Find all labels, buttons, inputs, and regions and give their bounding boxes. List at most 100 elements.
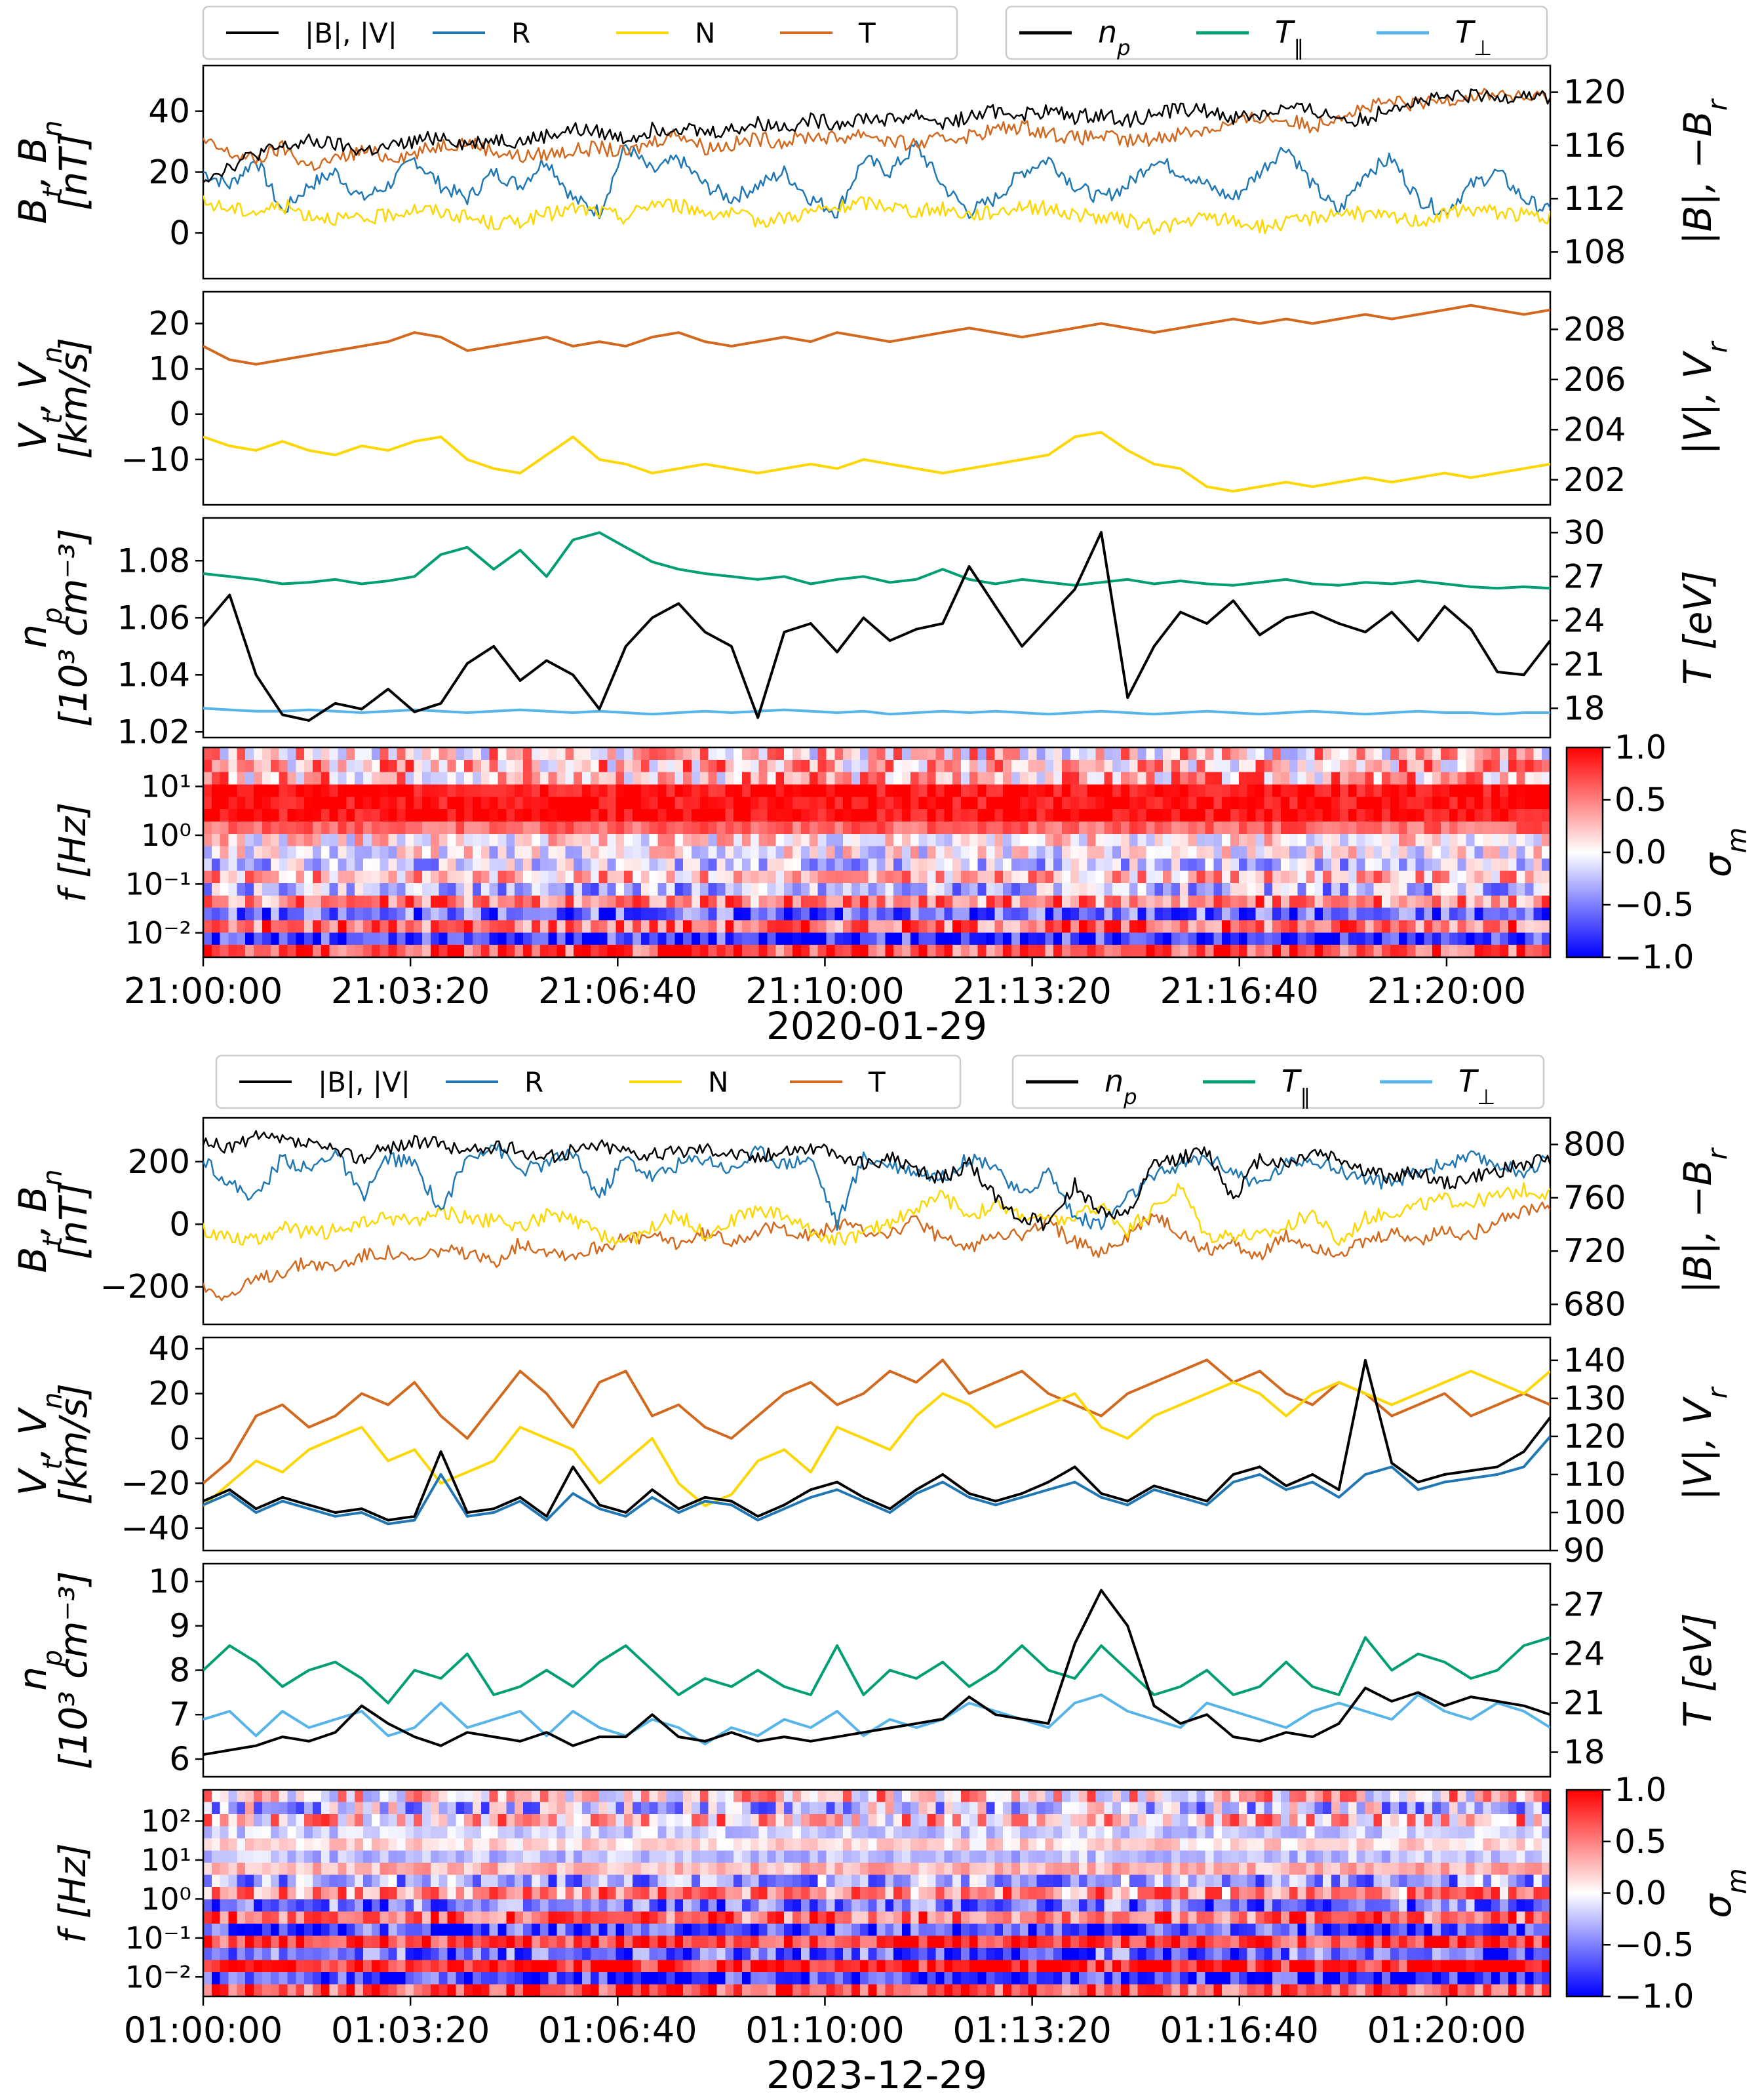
spectrogram-cell bbox=[464, 895, 473, 909]
spectrogram-cell bbox=[489, 772, 499, 785]
right-tick-label: 21 bbox=[1563, 1684, 1605, 1722]
spectrogram-cell bbox=[1137, 920, 1147, 934]
spectrogram-cell bbox=[1230, 895, 1240, 909]
spectrogram-cell bbox=[1542, 907, 1551, 921]
spectrogram-cell bbox=[1163, 1850, 1172, 1863]
spectrogram-cell bbox=[355, 895, 364, 909]
spectrogram-cell bbox=[876, 797, 886, 810]
spectrogram-cell bbox=[464, 932, 473, 945]
spectrogram-cell bbox=[1171, 871, 1181, 884]
spectrogram-cell bbox=[388, 772, 398, 785]
spectrogram-cell bbox=[581, 846, 591, 860]
spectrogram-cell bbox=[581, 945, 591, 958]
spectrogram-cell bbox=[388, 1899, 398, 1912]
spectrogram-cell bbox=[1348, 871, 1358, 884]
spectrogram-cell bbox=[1365, 1923, 1375, 1937]
spectrogram-cell bbox=[1146, 1874, 1156, 1888]
spectrogram-cell bbox=[1095, 1923, 1105, 1937]
spectrogram-cell bbox=[1331, 1863, 1340, 1876]
spectrogram-cell bbox=[666, 871, 676, 884]
spectrogram-cell bbox=[1491, 821, 1500, 835]
spectrogram-cell bbox=[380, 772, 389, 785]
spectrogram-cell bbox=[203, 1911, 212, 1924]
spectrogram-cell bbox=[691, 784, 701, 798]
spectrogram-cell bbox=[371, 895, 381, 909]
spectrogram-cell bbox=[1474, 907, 1484, 921]
spectrogram-cell bbox=[1314, 1923, 1324, 1937]
spectrogram-cell bbox=[262, 858, 271, 872]
spectrogram-cell bbox=[237, 797, 246, 810]
spectrogram-cell bbox=[245, 747, 254, 761]
spectrogram-cell bbox=[254, 1887, 263, 1900]
spectrogram-cell bbox=[885, 1850, 894, 1863]
spectrogram-cell bbox=[868, 883, 878, 896]
spectrogram-cell bbox=[944, 1887, 953, 1900]
spectrogram-cell bbox=[1028, 821, 1038, 835]
spectrogram-cell bbox=[498, 1887, 507, 1900]
spectrogram-cell bbox=[531, 895, 541, 909]
spectrogram-cell bbox=[859, 1826, 869, 1839]
spectrogram-cell bbox=[1339, 895, 1349, 909]
spectrogram-cell bbox=[750, 1826, 760, 1839]
spectrogram-cell bbox=[1508, 1850, 1517, 1863]
spectrogram-cell bbox=[775, 907, 785, 921]
spectrogram-cell bbox=[1011, 871, 1021, 884]
spectrogram-cell bbox=[287, 784, 297, 798]
spectrogram-cell bbox=[1264, 759, 1273, 773]
spectrogram-cell bbox=[817, 759, 827, 773]
spectrogram-cell bbox=[1508, 920, 1517, 934]
spectrogram-cell bbox=[312, 1935, 322, 1949]
right-tick-label: 116 bbox=[1563, 127, 1626, 165]
spectrogram-cell bbox=[421, 759, 431, 773]
spectrogram-cell bbox=[1339, 1814, 1349, 1827]
spectrogram-cell bbox=[346, 883, 355, 896]
spectrogram-cell bbox=[598, 1863, 608, 1876]
spectrogram-cell bbox=[523, 759, 532, 773]
spectrogram-cell bbox=[1146, 895, 1156, 909]
spectrogram-cell bbox=[758, 920, 768, 934]
spectrogram-cell bbox=[1272, 759, 1281, 773]
spectrogram-cell bbox=[1028, 1887, 1038, 1900]
spectrogram-cell bbox=[868, 833, 878, 847]
spectrogram-cell bbox=[640, 1899, 650, 1912]
spectrogram-cell bbox=[725, 932, 734, 945]
spectrogram-cell bbox=[1112, 1850, 1122, 1863]
spectrogram-cell bbox=[430, 1850, 440, 1863]
legend-label-T_par: T∥ bbox=[1275, 14, 1304, 60]
spectrogram-cell bbox=[421, 1874, 431, 1888]
spectrogram-cell bbox=[1154, 772, 1164, 785]
spectrogram-cell bbox=[1247, 920, 1257, 934]
spectrogram-cell bbox=[1398, 895, 1408, 909]
spectrogram-cell bbox=[346, 1911, 355, 1924]
spectrogram-cell bbox=[1306, 932, 1316, 945]
spectrogram-cell bbox=[809, 1814, 819, 1827]
spectrogram-cell bbox=[557, 932, 566, 945]
spectrogram-cell bbox=[851, 1826, 861, 1839]
spectrogram-cell bbox=[228, 1899, 238, 1912]
spectrogram-cell bbox=[1457, 1802, 1467, 1815]
spectrogram-cell bbox=[1306, 759, 1316, 773]
spectrogram-cell bbox=[616, 1802, 625, 1815]
spectrogram-cell bbox=[969, 1814, 979, 1827]
spectrogram-cell bbox=[565, 1923, 574, 1937]
spectrogram-cell bbox=[262, 1814, 271, 1827]
spectrogram-cell bbox=[986, 1874, 996, 1888]
spectrogram-cell bbox=[1146, 907, 1156, 921]
spectrogram-cell bbox=[473, 1802, 482, 1815]
spectrogram-cell bbox=[893, 883, 903, 896]
spectrogram-cell bbox=[800, 772, 810, 785]
spectrogram-cell bbox=[1323, 1874, 1332, 1888]
spectrogram-cell bbox=[1230, 1911, 1240, 1924]
spectrogram-cell bbox=[473, 772, 482, 785]
spectrogram-cell bbox=[279, 1923, 288, 1937]
spectrogram-cell bbox=[1255, 1790, 1265, 1803]
spectrogram-cell bbox=[1087, 907, 1097, 921]
spectrogram-cell bbox=[1129, 858, 1139, 872]
spectrogram-cell bbox=[1087, 1790, 1097, 1803]
spectrogram-cell bbox=[1222, 1874, 1231, 1888]
spectrogram-cell bbox=[1424, 883, 1433, 896]
spectrogram-cell bbox=[918, 907, 928, 921]
spectrogram-cell bbox=[1542, 1802, 1551, 1815]
spectrogram-cell bbox=[1095, 821, 1105, 835]
spectrogram-cell bbox=[531, 1802, 541, 1815]
